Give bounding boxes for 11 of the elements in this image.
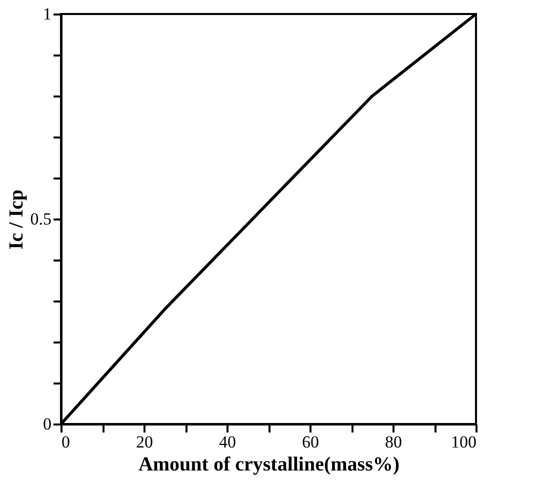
y-tick-label: 0.5: [30, 210, 52, 228]
x-tick-label: 40: [219, 432, 236, 452]
y-tick-label: 1: [43, 4, 52, 24]
y-axis-title: Ic / Icp: [5, 190, 28, 250]
x-tick-label: 60: [302, 432, 319, 452]
x-tick-label: 100: [451, 432, 476, 452]
x-axis-title: Amount of crystalline(mass%): [138, 454, 400, 476]
y-tick-label: 0: [43, 414, 52, 434]
x-tick-label: 20: [136, 432, 153, 452]
x-tick-label: 0: [62, 432, 70, 452]
x-tick-label: 80: [385, 432, 402, 452]
